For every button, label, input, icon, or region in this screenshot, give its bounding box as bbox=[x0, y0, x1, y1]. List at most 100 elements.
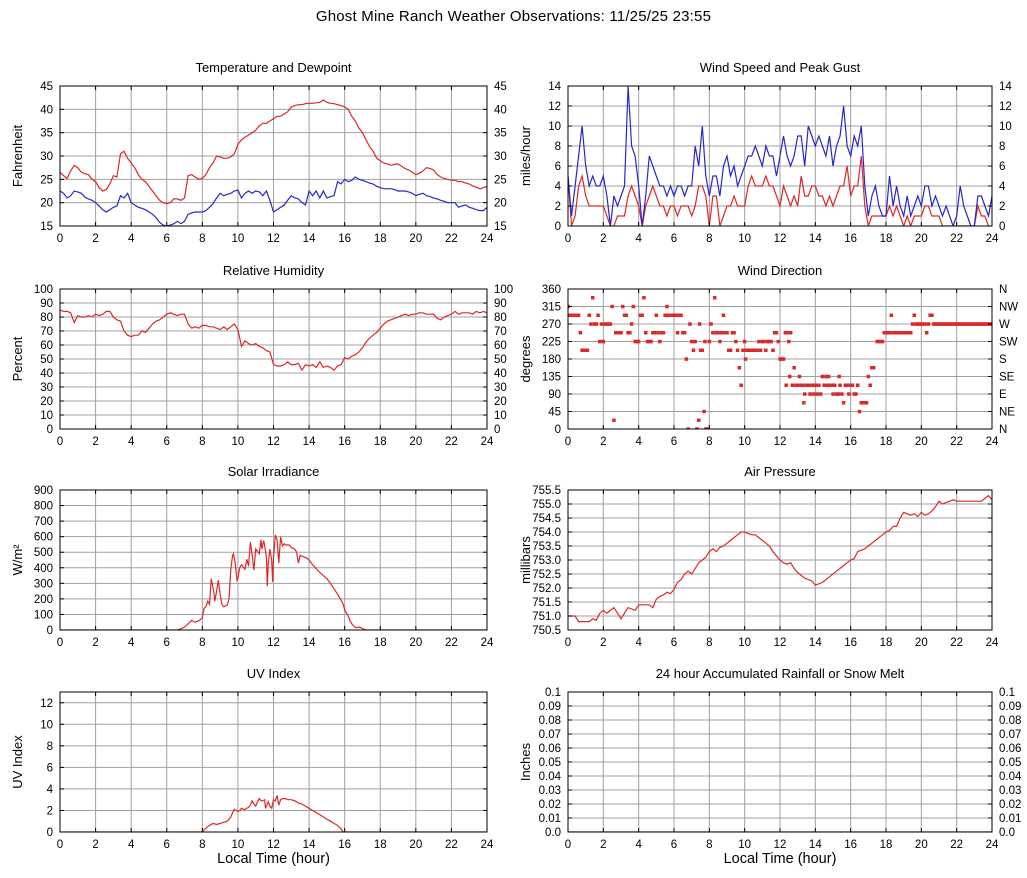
chart-title: 24 hour Accumulated Rainfall or Snow Mel… bbox=[655, 666, 905, 681]
svg-text:0: 0 bbox=[47, 827, 53, 839]
svg-text:16: 16 bbox=[338, 637, 351, 649]
svg-text:6: 6 bbox=[47, 762, 53, 774]
svg-text:90: 90 bbox=[494, 298, 507, 310]
svg-text:0.02: 0.02 bbox=[539, 799, 561, 811]
svg-text:10: 10 bbox=[232, 436, 245, 448]
svg-text:4: 4 bbox=[47, 784, 54, 796]
svg-text:SW: SW bbox=[999, 337, 1018, 349]
svg-text:22: 22 bbox=[950, 233, 963, 245]
svg-text:4: 4 bbox=[555, 181, 562, 193]
svg-text:135: 135 bbox=[542, 372, 561, 384]
svg-text:4: 4 bbox=[635, 436, 642, 448]
svg-text:12: 12 bbox=[774, 637, 787, 649]
svg-text:10: 10 bbox=[738, 637, 751, 649]
svg-text:NE: NE bbox=[999, 407, 1015, 419]
svg-text:Percent: Percent bbox=[10, 336, 25, 381]
svg-text:12: 12 bbox=[267, 436, 280, 448]
svg-text:20: 20 bbox=[40, 198, 53, 210]
chart-title: Solar Irradiance bbox=[227, 464, 320, 479]
svg-text:0.01: 0.01 bbox=[539, 813, 561, 825]
svg-text:0.03: 0.03 bbox=[999, 785, 1021, 797]
svg-text:10: 10 bbox=[738, 233, 751, 245]
svg-text:2: 2 bbox=[600, 839, 606, 851]
svg-text:6: 6 bbox=[671, 839, 677, 851]
svg-text:14: 14 bbox=[548, 81, 561, 93]
svg-text:8: 8 bbox=[555, 141, 561, 153]
svg-text:80: 80 bbox=[40, 312, 53, 324]
svg-text:millibars: millibars bbox=[518, 536, 533, 584]
svg-text:0: 0 bbox=[555, 221, 561, 233]
svg-text:4: 4 bbox=[128, 436, 135, 448]
svg-text:20: 20 bbox=[409, 436, 422, 448]
svg-text:0: 0 bbox=[47, 424, 53, 436]
svg-text:0: 0 bbox=[565, 233, 571, 245]
chart-wind-direction: Wind Direction 0 2 4 6 8 10 12 14 16 18 20 22 24 0 N 45… bbox=[513, 259, 1027, 459]
rainfall-plot: 0 2 4 6 8 10 12 14 16 18 20 22 240.0 0.00.01 0.010.02 0… bbox=[518, 687, 1022, 867]
svg-text:0.04: 0.04 bbox=[539, 771, 562, 783]
svg-text:2: 2 bbox=[600, 233, 606, 245]
chart-uv-index: UV Index 0 2 4 6 8 10 12 14 16 18 20 22 24 0 2 4 6 8 10 12 U… bbox=[0, 662, 513, 878]
svg-text:0: 0 bbox=[999, 221, 1005, 233]
svg-text:20: 20 bbox=[494, 396, 507, 408]
svg-text:12: 12 bbox=[774, 436, 787, 448]
svg-text:20: 20 bbox=[915, 637, 928, 649]
svg-text:0: 0 bbox=[565, 436, 571, 448]
chart-title: Wind Direction bbox=[737, 263, 823, 278]
svg-text:W: W bbox=[999, 319, 1010, 331]
svg-text:50: 50 bbox=[494, 354, 507, 366]
svg-text:2: 2 bbox=[92, 233, 98, 245]
svg-text:18: 18 bbox=[880, 233, 893, 245]
svg-text:40: 40 bbox=[494, 368, 507, 380]
svg-text:12: 12 bbox=[267, 839, 280, 851]
svg-text:0.1: 0.1 bbox=[999, 687, 1015, 699]
svg-text:0: 0 bbox=[47, 625, 53, 637]
svg-text:500: 500 bbox=[34, 547, 53, 559]
svg-text:22: 22 bbox=[950, 436, 963, 448]
svg-text:100: 100 bbox=[34, 284, 53, 296]
svg-text:0: 0 bbox=[57, 436, 63, 448]
svg-text:W/m²: W/m² bbox=[10, 544, 25, 576]
svg-text:360: 360 bbox=[542, 284, 561, 296]
svg-text:15: 15 bbox=[40, 221, 53, 233]
svg-text:0.09: 0.09 bbox=[999, 701, 1021, 713]
svg-text:18: 18 bbox=[374, 839, 387, 851]
svg-text:10: 10 bbox=[232, 637, 245, 649]
svg-text:20: 20 bbox=[915, 233, 928, 245]
svg-text:0: 0 bbox=[494, 424, 500, 436]
svg-text:16: 16 bbox=[844, 637, 857, 649]
svg-text:E: E bbox=[999, 389, 1007, 401]
svg-text:0: 0 bbox=[57, 637, 63, 649]
chart-rainfall: 24 hour Accumulated Rainfall or Snow Mel… bbox=[513, 662, 1027, 878]
svg-text:20: 20 bbox=[40, 396, 53, 408]
svg-text:16: 16 bbox=[844, 233, 857, 245]
svg-text:30: 30 bbox=[40, 382, 53, 394]
svg-text:18: 18 bbox=[374, 436, 387, 448]
svg-text:20: 20 bbox=[494, 198, 507, 210]
svg-text:UV Index: UV Index bbox=[10, 735, 25, 789]
svg-text:30: 30 bbox=[494, 151, 507, 163]
svg-text:25: 25 bbox=[494, 174, 507, 186]
chart-title: Relative Humidity bbox=[222, 263, 325, 278]
svg-text:754.0: 754.0 bbox=[532, 527, 561, 539]
svg-text:12: 12 bbox=[774, 839, 787, 851]
chart-title: Wind Speed and Peak Gust bbox=[699, 60, 861, 75]
svg-text:4: 4 bbox=[999, 181, 1006, 193]
svg-text:20: 20 bbox=[409, 839, 422, 851]
svg-text:0.05: 0.05 bbox=[999, 757, 1021, 769]
svg-text:10: 10 bbox=[494, 410, 507, 422]
svg-text:80: 80 bbox=[494, 312, 507, 324]
svg-text:0.08: 0.08 bbox=[539, 715, 561, 727]
svg-text:50: 50 bbox=[40, 354, 53, 366]
svg-text:10: 10 bbox=[40, 410, 53, 422]
svg-text:15: 15 bbox=[494, 221, 507, 233]
svg-text:12: 12 bbox=[774, 233, 787, 245]
svg-text:0.07: 0.07 bbox=[999, 729, 1021, 741]
svg-text:8: 8 bbox=[199, 436, 205, 448]
svg-text:6: 6 bbox=[671, 637, 677, 649]
svg-text:100: 100 bbox=[34, 609, 53, 621]
chart-title: Air Pressure bbox=[744, 464, 816, 479]
svg-text:753.0: 753.0 bbox=[532, 555, 561, 567]
svg-text:800: 800 bbox=[34, 501, 53, 513]
svg-text:14: 14 bbox=[809, 233, 822, 245]
